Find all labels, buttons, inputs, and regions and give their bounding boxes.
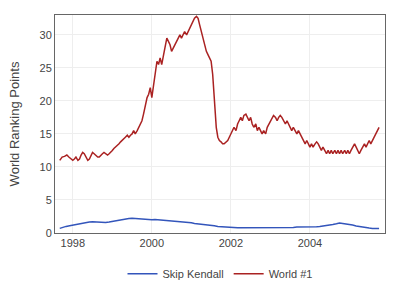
svg-text:2002: 2002 [219,237,243,249]
svg-text:30: 30 [40,29,52,41]
svg-text:5: 5 [46,194,52,206]
svg-text:0: 0 [46,227,52,239]
svg-text:15: 15 [40,128,52,140]
svg-text:2000: 2000 [140,237,164,249]
svg-text:World Ranking Points: World Ranking Points [7,61,22,186]
svg-text:World #1: World #1 [269,268,313,280]
svg-text:20: 20 [40,95,52,107]
svg-text:25: 25 [40,62,52,74]
svg-text:1998: 1998 [61,237,85,249]
svg-text:10: 10 [40,161,52,173]
svg-text:Skip Kendall: Skip Kendall [163,268,224,280]
svg-text:2004: 2004 [298,237,322,249]
